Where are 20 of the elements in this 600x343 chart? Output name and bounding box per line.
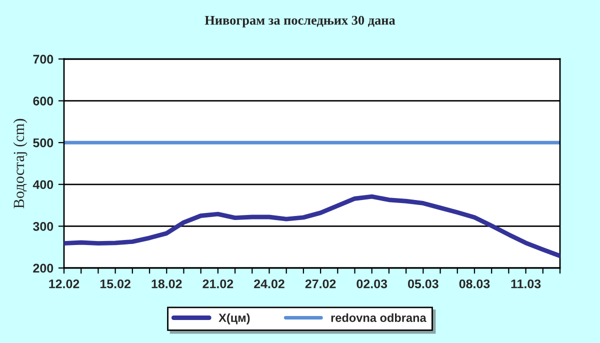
x-tick-label: 18.02 bbox=[152, 279, 182, 288]
chart-title: Нивограм за последњих 30 дана bbox=[204, 16, 396, 28]
x-tick-label: 12.02 bbox=[49, 279, 80, 288]
x-tick-label: 02.03 bbox=[356, 279, 388, 288]
y-tick-label: 400 bbox=[32, 180, 54, 190]
y-tick-label: 200 bbox=[33, 264, 54, 273]
x-tick-label: 24.02 bbox=[254, 279, 284, 288]
x-tick-label: 27.02 bbox=[305, 279, 336, 288]
x-tick-label: 11.03 bbox=[511, 279, 541, 288]
x-tick-label: 08.03 bbox=[459, 279, 490, 288]
legend-label: redovna odbrana bbox=[331, 313, 426, 322]
y-tick-label: 700 bbox=[33, 54, 54, 64]
y-tick-label: 600 bbox=[33, 96, 54, 106]
x-tick-label: 21.02 bbox=[202, 279, 234, 288]
y-tick-label: 500 bbox=[33, 138, 54, 148]
legend-label: X(цм) bbox=[218, 313, 250, 324]
y-tick-label: 300 bbox=[33, 222, 54, 231]
x-tick-label: 05.03 bbox=[408, 279, 438, 288]
x-tick-label: 15.02 bbox=[100, 279, 130, 288]
y-axis-title: Водостај (cm) bbox=[13, 118, 28, 208]
